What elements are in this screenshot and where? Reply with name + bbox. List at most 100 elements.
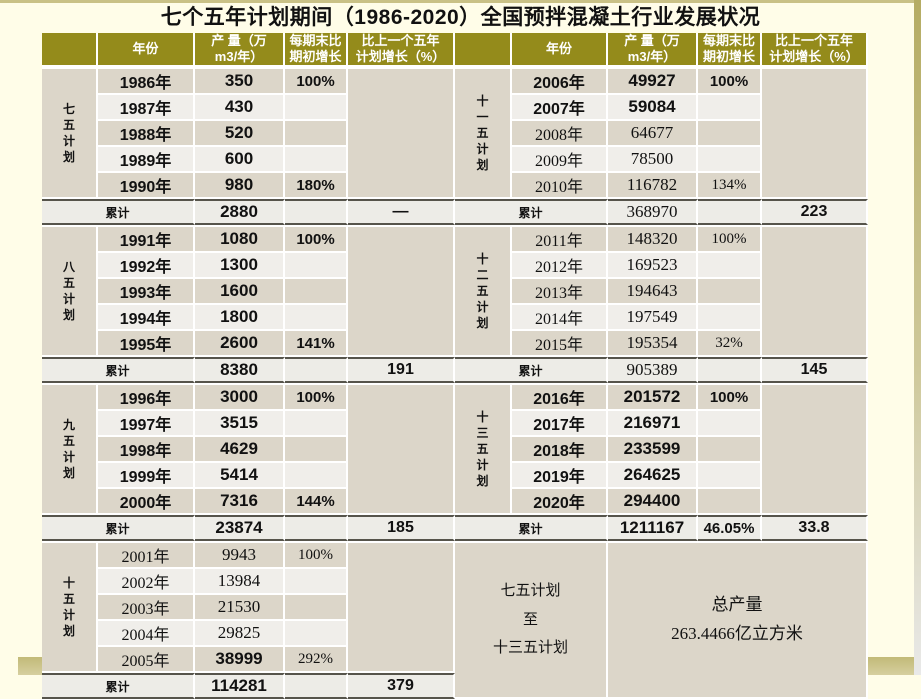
cumulative-growth-cell [285, 357, 348, 383]
year-cell: 1998年 [98, 437, 195, 463]
table-row: 1992年 1300 2012年 169523 [42, 253, 868, 279]
top-border-band [0, 0, 921, 3]
plan-char: 划 [476, 474, 489, 489]
growth-cell [698, 95, 762, 121]
growth-cell [285, 121, 348, 147]
vs-prev-merged-cell [348, 541, 455, 673]
plan-char: 计 [476, 458, 489, 473]
table-row: 1999年 5414 2019年 264625 [42, 463, 868, 489]
growth-cell [285, 411, 348, 437]
growth-cell [698, 437, 762, 463]
table-row: 1998年 4629 2018年 233599 [42, 437, 868, 463]
header-growth-left: 每期末比 期初增长 [285, 33, 348, 67]
header-row: 年份 产 量（万 m3/年） 每期末比 期初增长 比上一个五年 计划增长（%） 年份 … [42, 33, 868, 67]
plan-char: 五 [62, 117, 75, 132]
growth-cell [285, 279, 348, 305]
cumulative-vs-prev-cell: 223 [762, 199, 868, 225]
year-cell: 2010年 [512, 173, 608, 199]
vs-prev-merged-cell [762, 225, 868, 357]
plan-char: 计 [62, 292, 75, 306]
year-cell: 2002年 [98, 569, 195, 595]
plan-char: 计 [476, 142, 489, 157]
table-row: 1994年 1800 2014年 197549 [42, 305, 868, 331]
growth-cell [285, 437, 348, 463]
table-row: 累计 8380 191 累计 905389 145 [42, 357, 868, 383]
production-cell: 194643 [608, 279, 698, 305]
plan-char: 八 [62, 259, 75, 274]
growth-cell [698, 121, 762, 147]
table-row: 2005年 38999 292% [42, 647, 868, 673]
table-row: 1993年 1600 2013年 194643 [42, 279, 868, 305]
plan-char: 十 [476, 93, 489, 108]
production-cell: 7316 [195, 489, 285, 515]
plan-char: 一 [476, 109, 489, 124]
cumulative-growth-cell [285, 515, 348, 541]
cumulative-label: 累计 [42, 199, 195, 225]
year-cell: 2018年 [512, 437, 608, 463]
plan-char: 划 [62, 308, 75, 323]
plan-range-cell: 七五计划至十三五计划 [455, 541, 608, 699]
cumulative-vs-prev-cell: 191 [348, 357, 455, 383]
cumulative-label: 累计 [42, 515, 195, 541]
header-production-left: 产 量（万 m3/年） [195, 33, 285, 67]
growth-cell: 292% [285, 647, 348, 673]
vs-prev-merged-cell [762, 383, 868, 515]
growth-cell [285, 621, 348, 647]
total-production-label: 总产量 [711, 595, 763, 615]
year-cell: 2015年 [512, 331, 608, 357]
year-cell: 2008年 [512, 121, 608, 147]
growth-cell [698, 279, 762, 305]
plan-label: 八五计划 [42, 225, 98, 357]
year-cell: 2016年 [512, 383, 608, 411]
cumulative-label: 累计 [455, 357, 608, 383]
production-cell: 600 [195, 147, 285, 173]
plan-char: 划 [476, 316, 489, 331]
plan-char: 划 [62, 466, 75, 481]
cumulative-label: 累计 [455, 515, 608, 541]
table-row: 七五计划 1986年 350 100% 十一五计划 2006年 49927 100% [42, 67, 868, 199]
production-cell: 1800 [195, 305, 285, 331]
plan-range-line: 至 [522, 611, 538, 628]
plan-range-line: 十三五计划 [492, 640, 568, 657]
vs-prev-merged-cell [762, 67, 868, 199]
growth-cell [698, 147, 762, 173]
growth-cell [285, 147, 348, 173]
cumulative-production-cell: 114281 [195, 673, 285, 699]
production-cell: 148320 [608, 225, 698, 253]
plan-char: 五 [62, 591, 75, 606]
header-plan-left [42, 33, 98, 67]
table-row: 2000年 7316 144% 2020年 294400 [42, 489, 868, 515]
cumulative-label: 累计 [42, 673, 195, 699]
growth-cell [285, 569, 348, 595]
production-cell: 169523 [608, 253, 698, 279]
growth-cell: 32% [698, 331, 762, 357]
plan-char: 五 [62, 275, 75, 290]
cumulative-production-cell: 905389 [608, 357, 698, 383]
table-row: 十五计划 2001年 9943 100% 七五计划至十三五计划 总产量 263.4466亿立… [42, 541, 868, 699]
year-cell: 2013年 [512, 279, 608, 305]
header-production-right: 产 量（万 m3/年） [608, 33, 698, 67]
production-cell: 3515 [195, 411, 285, 437]
year-cell: 1987年 [98, 95, 195, 121]
production-cell: 59084 [608, 95, 698, 121]
header-vs-prev-left: 比上一个五年 计划增长（%） [348, 33, 455, 67]
year-cell: 2005年 [98, 647, 195, 673]
year-cell: 2020年 [512, 489, 608, 515]
plan-char: 五 [62, 433, 75, 448]
year-cell: 2017年 [512, 411, 608, 437]
plan-label: 十二五计划 [455, 225, 512, 357]
growth-cell: 100% [285, 383, 348, 411]
header-vs-prev-right: 比上一个五年 计划增长（%） [762, 33, 868, 67]
cumulative-vs-prev-cell: 145 [762, 357, 868, 383]
production-cell: 2600 [195, 331, 285, 357]
table-row: 2003年 21530 [42, 595, 868, 621]
year-cell: 2007年 [512, 95, 608, 121]
production-cell: 1300 [195, 253, 285, 279]
cumulative-growth-cell [285, 199, 348, 225]
growth-cell: 141% [285, 331, 348, 357]
year-cell: 1986年 [98, 67, 195, 95]
table-row: 1989年 600 2009年 78500 [42, 147, 868, 173]
production-cell: 4629 [195, 437, 285, 463]
production-cell: 21530 [195, 595, 285, 621]
table-row: 1987年 430 2007年 59084 [42, 95, 868, 121]
